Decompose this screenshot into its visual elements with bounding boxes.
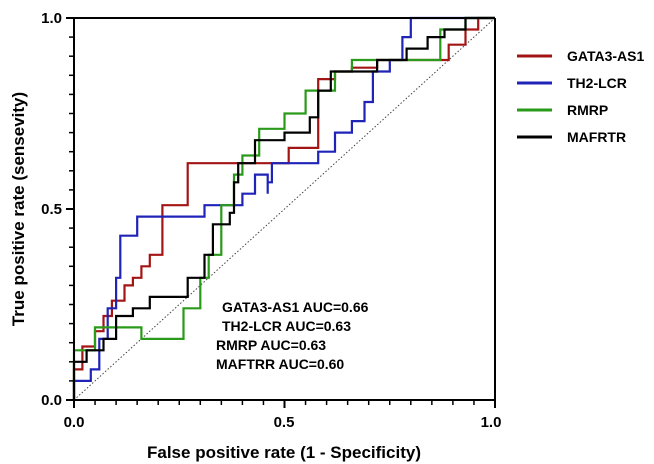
legend-label-th2lcr: TH2-LCR (567, 75, 627, 91)
y-tick-label-1: 0.5 (41, 201, 62, 218)
y-axis-title: True positive rate (sensevity) (9, 92, 28, 326)
legend: GATA3-AS1 TH2-LCR RMRP MAFRTR (517, 48, 644, 145)
annotation-auc-rmrp: RMRP AUC=0.63 (216, 337, 326, 353)
legend-label-gata3: GATA3-AS1 (567, 48, 644, 64)
x-axis-title: False positive rate (1 - Specificity) (147, 443, 421, 462)
annotation-auc-maftrr: MAFTRR AUC=0.60 (216, 356, 344, 372)
x-tick-label-0: 0.0 (64, 414, 85, 431)
reference-diagonal-line (73, 17, 496, 401)
series-line-mafrtr (72, 16, 495, 400)
annotation-auc-gata3: GATA3-AS1 AUC=0.66 (222, 299, 369, 315)
x-tick-label-2: 1.0 (481, 414, 502, 431)
ticks-layer (66, 17, 496, 408)
legend-label-mafrtr: MAFRTR (567, 129, 626, 145)
legend-label-rmrp: RMRP (567, 102, 608, 118)
y-tick-label-2: 1.0 (41, 10, 62, 27)
series-layer (72, 16, 495, 400)
x-tick-label-1: 0.5 (274, 414, 295, 431)
reference-diagonal-layer (73, 17, 496, 401)
annotation-auc-th2lcr: TH2-LCR AUC=0.63 (222, 318, 351, 334)
series-line-rmrp (72, 16, 495, 400)
y-tick-label-0: 0.0 (41, 392, 62, 409)
